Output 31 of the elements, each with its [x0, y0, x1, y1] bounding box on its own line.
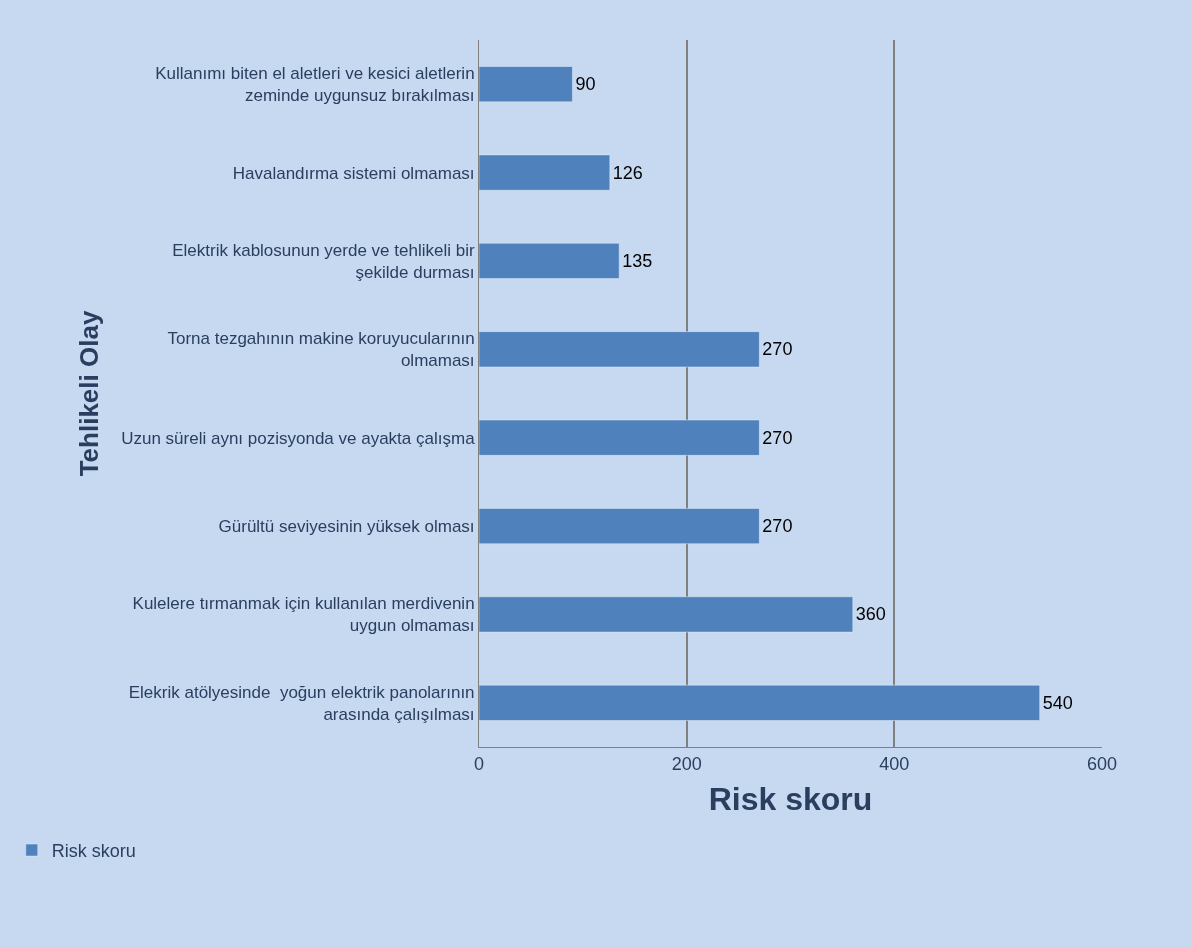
y-tick-label: Torna tezgahının makine koruyucularının olmaması [167, 329, 475, 371]
bar [479, 331, 760, 368]
legend-label: Risk skoru [51, 841, 136, 862]
data-label: 270 [762, 339, 793, 360]
y-tick-label: Kullanımı biten el aletleri ve kesici aletlerin zeminde uygunsuz bırakılması [155, 64, 475, 106]
x-tick-label: 400 [879, 753, 910, 774]
bar [479, 596, 854, 633]
y-tick-label: Havalandırma sistemi olmaması [232, 163, 475, 183]
bar [479, 684, 1040, 721]
x-axis-title: Risk skoru [708, 781, 873, 818]
data-label: 135 [622, 250, 653, 271]
y-tick-label: Elektrik kablosunun yerde ve tehlikeli bir şekilde durması [172, 240, 475, 282]
x-tick-label: 200 [671, 753, 702, 774]
y-tick-label: Kulelere tırmanmak için kullanılan merdivenin uygun olmaması [132, 594, 475, 636]
data-label: 270 [762, 516, 793, 537]
y-tick-label: Uzun süreli aynı pozisyonda ve ayakta çalışma [121, 428, 476, 448]
data-label: 90 [575, 74, 596, 95]
bar [479, 154, 611, 191]
data-label: 270 [762, 427, 793, 448]
x-tick-label: 600 [1086, 753, 1118, 774]
bar [479, 66, 573, 103]
x-tick-label: 0 [473, 753, 485, 774]
bar [479, 419, 760, 456]
data-label: 126 [612, 162, 643, 183]
y-tick-label: Elekrik atölyesinde yoğun elektrik panolarının arasında çalışılması [128, 682, 475, 724]
y-tick-label: Gürültü seviyesinin yüksek olması [218, 517, 475, 537]
bar [479, 508, 760, 544]
data-label: 360 [855, 604, 886, 625]
data-label: 540 [1042, 692, 1073, 713]
y-axis-title: Tehlikeli Olay [73, 310, 104, 477]
bar [479, 243, 620, 279]
